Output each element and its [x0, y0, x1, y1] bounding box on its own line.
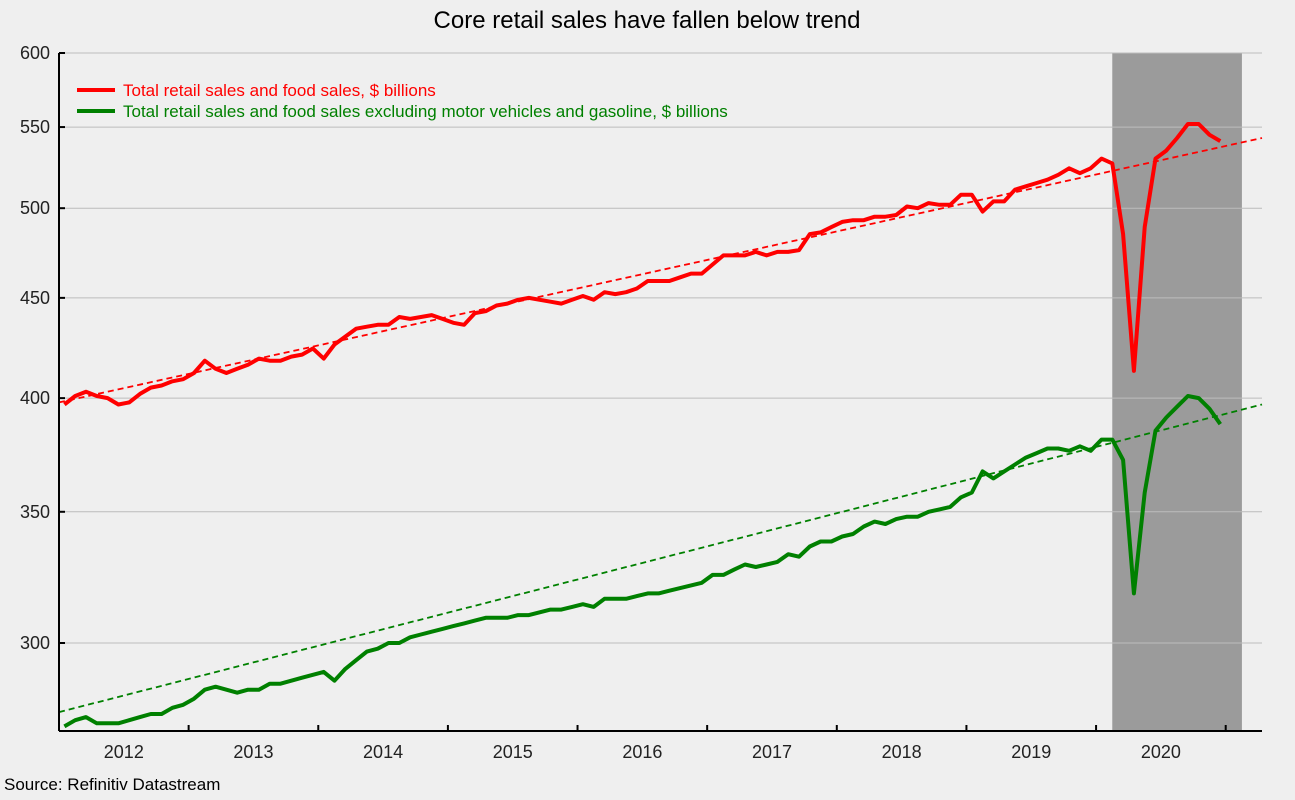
- source-note: Source: Refinitiv Datastream: [4, 775, 221, 794]
- legend-label-core: Total retail sales and food sales exclud…: [123, 102, 728, 121]
- x-tick-label: 2017: [752, 742, 792, 762]
- y-tick-label: 500: [20, 198, 50, 218]
- trend-line-2: [58, 137, 1263, 404]
- x-tick-label: 2016: [622, 742, 662, 762]
- series-line-0: [63, 122, 1222, 407]
- x-tick-label: 2012: [104, 742, 144, 762]
- y-tick-label: 400: [20, 388, 50, 408]
- x-tick-label: 2018: [882, 742, 922, 762]
- trend-line-3: [58, 403, 1263, 713]
- legend: Total retail sales and food sales, $ bil…: [77, 81, 728, 121]
- x-tick-label: 2015: [493, 742, 533, 762]
- y-tick-label: 300: [20, 633, 50, 653]
- y-tick-label: 450: [20, 288, 50, 308]
- chart-title: Core retail sales have fallen below tren…: [434, 7, 861, 34]
- y-tick-label: 550: [20, 117, 50, 137]
- x-tick-label: 2019: [1011, 742, 1051, 762]
- x-tick-label: 2013: [233, 742, 273, 762]
- series-line-1: [63, 394, 1222, 729]
- legend-label-total: Total retail sales and food sales, $ bil…: [123, 81, 436, 100]
- x-tick-label: 2020: [1141, 742, 1181, 762]
- y-tick-label: 600: [20, 43, 50, 63]
- x-tick-label: 2014: [363, 742, 403, 762]
- shaded-region: [1112, 53, 1242, 731]
- y-tick-label: 350: [20, 502, 50, 522]
